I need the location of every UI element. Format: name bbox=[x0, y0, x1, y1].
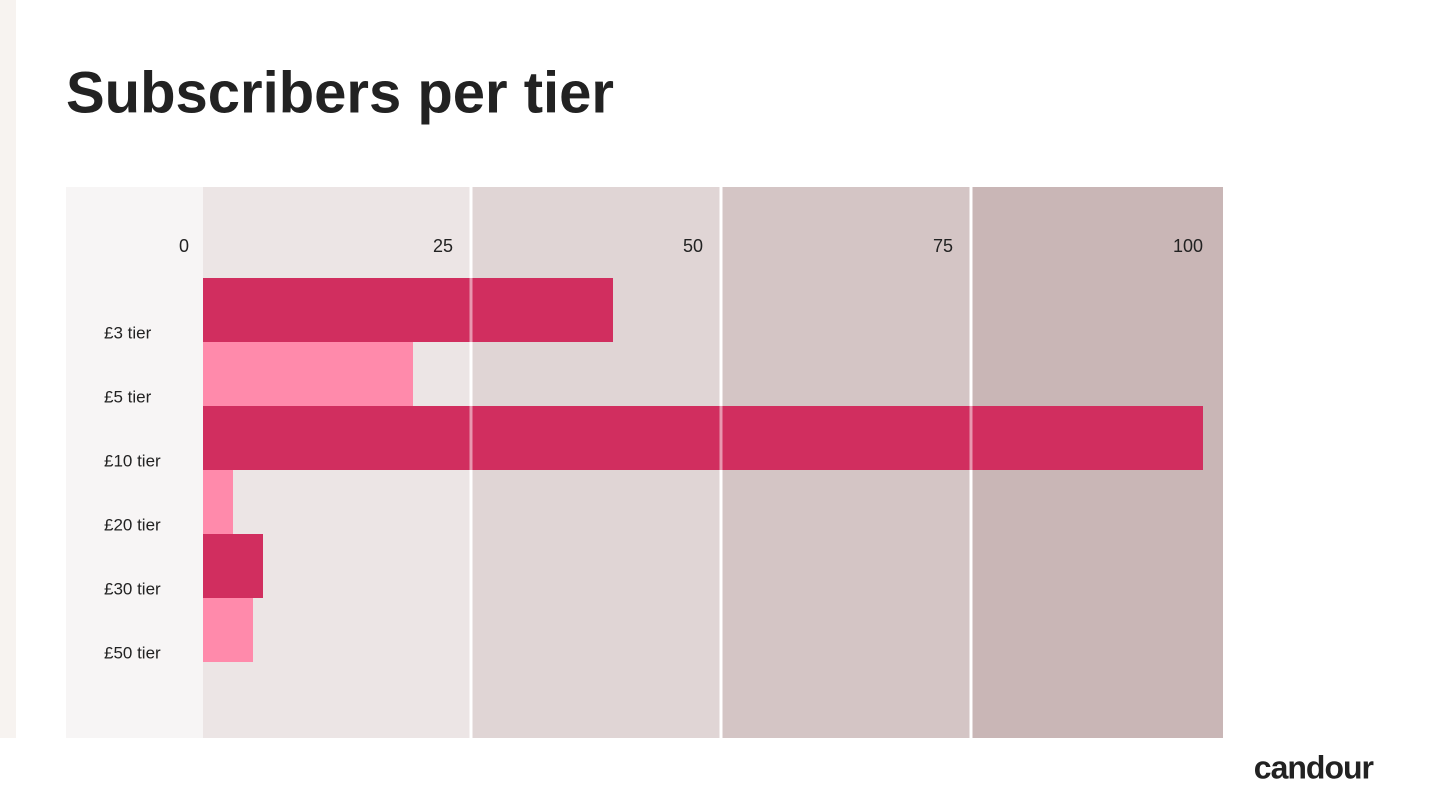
y-tick-label: £50 tier bbox=[104, 643, 161, 662]
x-tick-label: 100 bbox=[1173, 236, 1203, 256]
plot: 0 25 50 75 100 £3 tier £5 tier £10 tier £20 tier… bbox=[66, 187, 1223, 738]
bar bbox=[203, 278, 613, 342]
x-tick-label: 75 bbox=[933, 236, 953, 256]
x-tick-label: 25 bbox=[433, 236, 453, 256]
y-tick-label: £5 tier bbox=[104, 387, 152, 406]
y-tick-label: £3 tier bbox=[104, 323, 152, 342]
y-tick-label: £10 tier bbox=[104, 451, 161, 470]
logo: candour bbox=[1254, 749, 1374, 785]
bar bbox=[203, 534, 263, 598]
x-tick-label: 0 bbox=[179, 236, 189, 256]
side-strip bbox=[0, 0, 16, 738]
bar bbox=[203, 470, 233, 534]
x-tick-label: 50 bbox=[683, 236, 703, 256]
bar bbox=[203, 598, 253, 662]
bar bbox=[203, 406, 1203, 470]
y-tick-label: £30 tier bbox=[104, 579, 161, 598]
chart-title: Subscribers per tier bbox=[66, 60, 614, 125]
bar bbox=[203, 342, 413, 406]
y-tick-label: £20 tier bbox=[104, 515, 161, 534]
